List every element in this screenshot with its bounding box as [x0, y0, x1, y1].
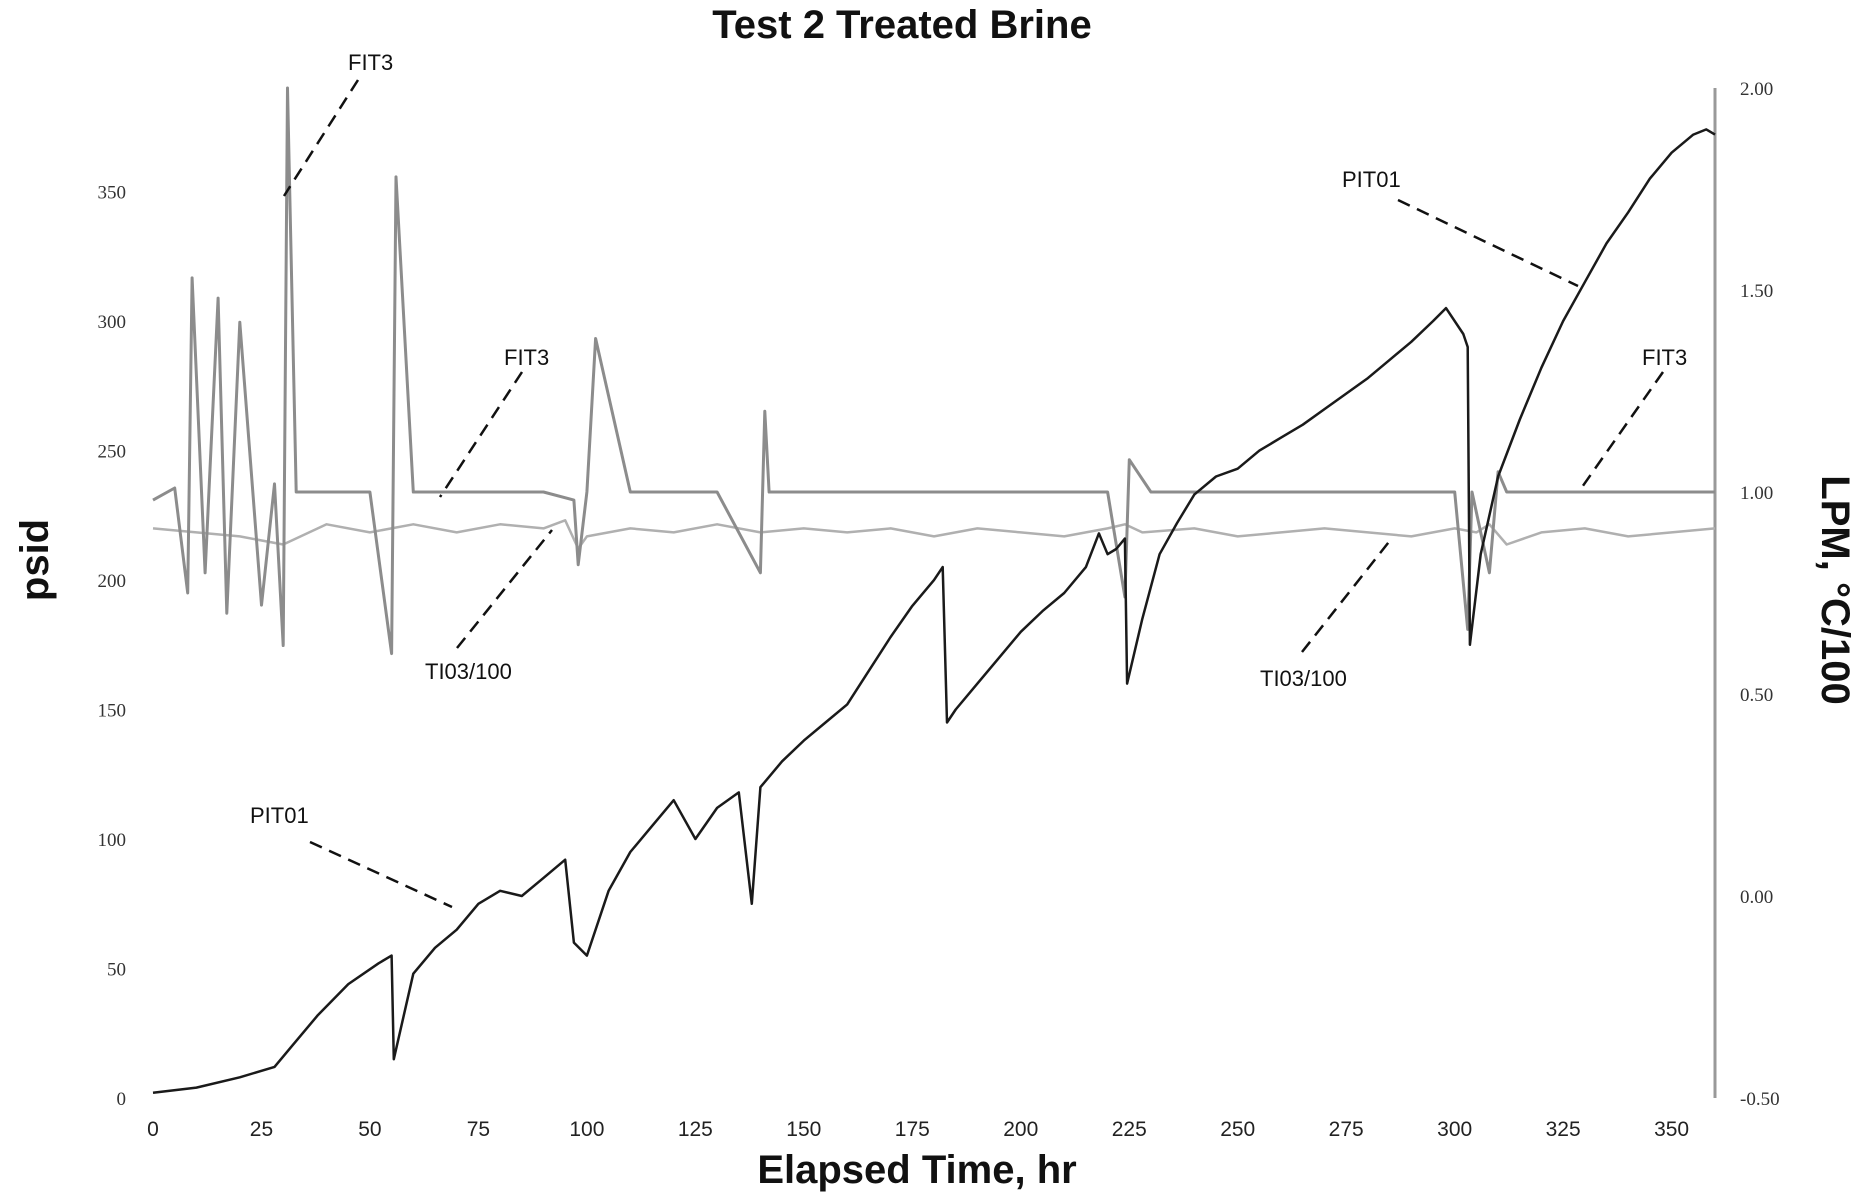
x-tick-label: 75	[467, 1118, 490, 1141]
x-axis-title: Elapsed Time, hr	[757, 1148, 1076, 1192]
x-tick-label: 250	[1220, 1118, 1255, 1141]
x-tick-label: 175	[895, 1118, 930, 1141]
y-right-tick-label: 0.00	[1740, 887, 1773, 908]
y-left-tick-label: 250	[98, 442, 127, 463]
x-tick-label: 125	[678, 1118, 713, 1141]
y-right-tick-label: 1.50	[1740, 281, 1773, 302]
annotation-fit3-top: FIT3	[348, 50, 393, 75]
annotation-fit3-right: FIT3	[1642, 345, 1687, 370]
y-left-tick-label: 200	[98, 571, 127, 592]
y-right-tick-label: 2.00	[1740, 79, 1773, 100]
x-tick-label: 350	[1654, 1118, 1689, 1141]
x-tick-label: 50	[358, 1118, 381, 1141]
x-tick-label: 300	[1437, 1118, 1472, 1141]
y-left-tick-label: 50	[107, 960, 126, 981]
x-tick-label: 325	[1546, 1118, 1581, 1141]
y-left-tick-label: 0	[117, 1089, 127, 1110]
y-left-tick-label: 300	[98, 312, 127, 333]
x-tick-label: 150	[786, 1118, 821, 1141]
y-right-tick-label: -0.50	[1740, 1089, 1780, 1110]
x-tick-label: 100	[569, 1118, 604, 1141]
chart-title: Test 2 Treated Brine	[712, 3, 1091, 47]
y-left-tick-label: 150	[98, 701, 127, 722]
chart: Test 2 Treated Brine psid LPM, °C/100 El…	[0, 0, 1875, 1196]
left-axis-title: psid	[13, 519, 57, 601]
y-right-tick-label: 1.00	[1740, 483, 1773, 504]
annotation-ti03-right: TI03/100	[1260, 666, 1347, 691]
right-axis-title: LPM, °C/100	[1813, 475, 1857, 704]
y-right-tick-label: 0.50	[1740, 685, 1773, 706]
x-tick-label: 0	[147, 1118, 159, 1141]
y-left-tick-label: 350	[98, 183, 127, 204]
x-tick-label: 225	[1112, 1118, 1147, 1141]
annotation-fit3-mid: FIT3	[504, 345, 549, 370]
x-tick-label: 200	[1003, 1118, 1038, 1141]
x-axis-ticks: 0 25 50 75 100 125 150 175 200 225 250 275 300 325 350	[147, 1118, 1689, 1141]
x-tick-label: 275	[1329, 1118, 1364, 1141]
annotation-pit01-right: PIT01	[1342, 167, 1401, 192]
y-left-tick-label: 100	[98, 830, 127, 851]
annotation-ti03-left: TI03/100	[425, 659, 512, 684]
x-tick-label: 25	[250, 1118, 273, 1141]
annotation-pit01-left: PIT01	[250, 803, 309, 828]
